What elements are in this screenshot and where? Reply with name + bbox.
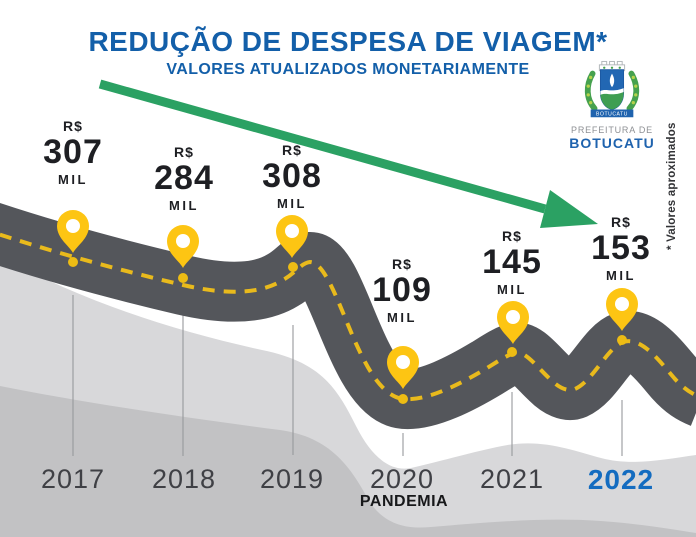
currency-label: R$	[63, 118, 83, 134]
unit-label: MIL	[277, 196, 307, 211]
value-label-group-2019: R$ 308 MIL	[227, 142, 357, 211]
logo-org-line1: PREFEITURA DE	[571, 125, 653, 135]
value-label-group-2017: R$ 307 MIL	[8, 118, 138, 187]
background-hill-dark	[0, 386, 696, 537]
page-title: REDUÇÃO DE DESPESA DE VIAGEM*	[88, 26, 608, 57]
data-dot-2018	[178, 273, 188, 283]
value-2021: 145	[482, 243, 542, 281]
currency-label: R$	[502, 228, 522, 244]
value-2017: 307	[43, 133, 103, 171]
unit-label: MIL	[497, 282, 527, 297]
currency-label: R$	[392, 256, 412, 272]
value-2020: 109	[372, 271, 432, 309]
year-tick-lines	[72, 295, 623, 456]
value-2018: 284	[154, 159, 214, 197]
map-pin-icon-2019	[276, 215, 308, 258]
data-point-dots	[68, 257, 627, 404]
data-dot-2022	[617, 335, 627, 345]
value-2019: 308	[262, 157, 322, 195]
map-pin-icon-2022	[606, 288, 638, 331]
map-pin-icon-2020	[387, 346, 419, 389]
map-pins	[57, 210, 638, 389]
crest-banner-text: BOTUCATU	[596, 111, 628, 117]
year-label-2018: 2018	[151, 464, 217, 494]
value-label-group-2022: R$ 153 MIL	[556, 214, 686, 283]
data-dot-2019	[288, 262, 298, 272]
year-label-2021: 2021	[479, 464, 545, 494]
year-label-2020: 2020	[369, 464, 435, 494]
unit-label: MIL	[387, 310, 417, 325]
map-pin-icon-2017	[57, 210, 89, 253]
year-label-2017: 2017	[40, 464, 106, 494]
value-label-group-2020: R$ 109 MIL	[337, 256, 467, 325]
logo-org-line2: BOTUCATU	[569, 135, 655, 151]
value-label-group-2021: R$ 145 MIL	[447, 228, 577, 297]
downtrend-arrow-icon	[98, 79, 598, 228]
value-label-group-2018: R$ 284 MIL	[119, 144, 249, 213]
unit-label: MIL	[169, 198, 199, 213]
botucatu-logo: BOTUCATU PREFEITURA DE BOTUCATU	[564, 60, 660, 151]
data-dot-2021	[507, 347, 517, 357]
year-label-2019: 2019	[259, 464, 325, 494]
data-dot-2020	[398, 394, 408, 404]
map-pin-icon-2021	[497, 301, 529, 344]
road-centerline	[0, 232, 696, 402]
map-pin-icon-2018	[167, 225, 199, 268]
currency-label: R$	[282, 142, 302, 158]
botucatu-crest-icon: BOTUCATU	[584, 60, 640, 117]
year-label-2022: 2022	[587, 464, 655, 495]
page-subtitle: VALORES ATUALIZADOS MONETARIAMENTE	[166, 61, 530, 78]
currency-label: R$	[611, 214, 631, 230]
data-dot-2017	[68, 257, 78, 267]
unit-label: MIL	[606, 268, 636, 283]
unit-label: MIL	[58, 172, 88, 187]
value-2022: 153	[591, 229, 651, 267]
pandemia-annotation: PANDEMIA	[359, 493, 449, 510]
currency-label: R$	[174, 144, 194, 160]
